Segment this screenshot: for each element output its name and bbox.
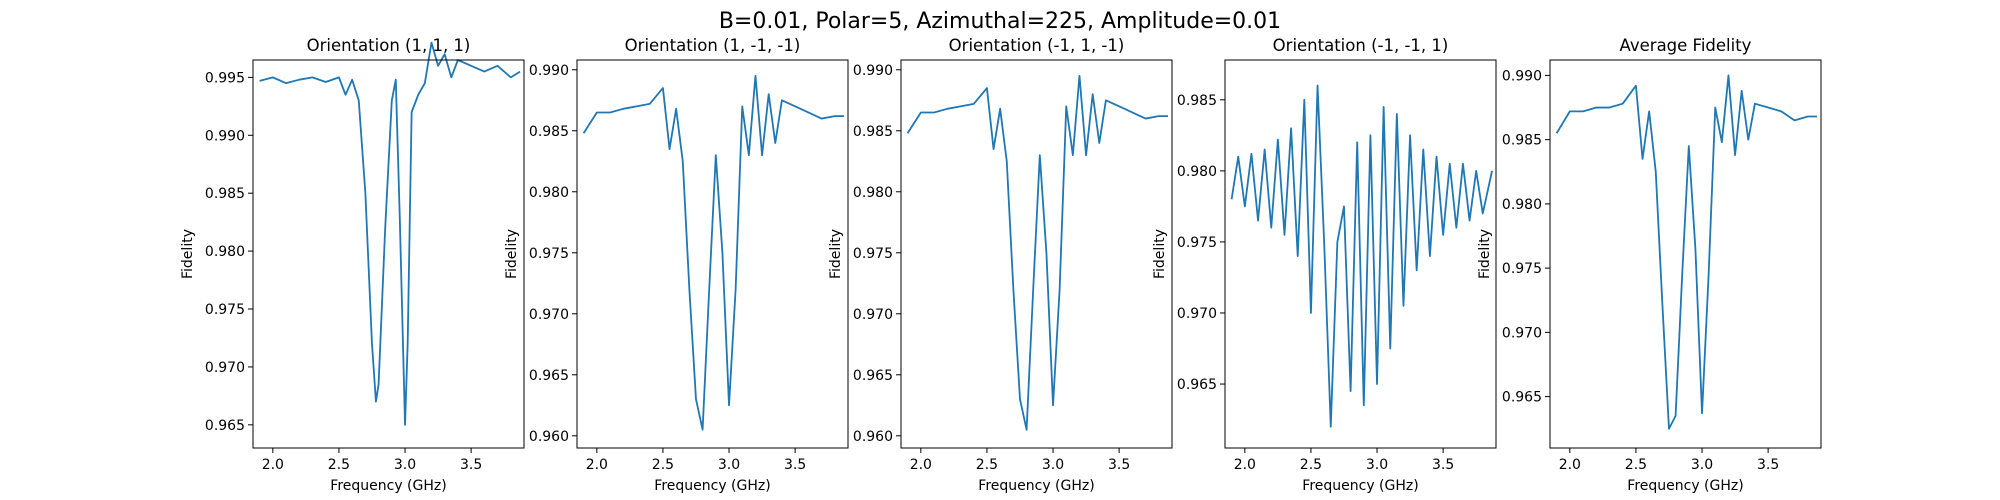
panels: Orientation (1, 1, 1) 2.0 2.5 3.0 3.5 0.965 0.…: [180, 36, 1822, 494]
y-tick-label: 0.970: [1177, 306, 1217, 322]
x-tick-label: 3.0: [394, 457, 416, 473]
y-tick-label: 0.980: [1502, 197, 1542, 213]
x-tick-label: 3.0: [1042, 457, 1064, 473]
x-tick-label: 3.5: [1432, 457, 1454, 473]
subplot-1: Orientation (1, 1, 1) 2.0 2.5 3.0 3.5 0.965 0.…: [180, 36, 525, 494]
subplot-title: Orientation (-1, 1, -1): [949, 36, 1125, 55]
y-tick-label: 0.985: [205, 186, 245, 202]
y-tick-label: 0.960: [529, 429, 569, 445]
y-axis-label: Fidelity: [504, 229, 520, 279]
y-tick-label: 0.980: [853, 185, 893, 201]
x-axis-label: Frequency (GHz): [654, 478, 770, 494]
x-tick-label: 3.5: [784, 457, 806, 473]
x-tick-label: 3.0: [1366, 457, 1388, 473]
series-line: [582, 74, 845, 431]
x-axis-label: Frequency (GHz): [978, 478, 1094, 494]
subplot-title: Average Fidelity: [1620, 36, 1752, 55]
series-line: [906, 74, 1169, 431]
x-tick-label: 3.5: [1757, 457, 1779, 473]
plot-frame: [1224, 59, 1497, 449]
y-tick-label: 0.980: [205, 244, 245, 260]
subplot-4: Orientation (-1, -1, 1) 2.0 2.5 3.0 3.5 0.965…: [1152, 36, 1497, 494]
y-tick-label: 0.965: [853, 368, 893, 384]
x-tick-label: 2.5: [1300, 457, 1322, 473]
y-tick-label: 0.990: [205, 128, 245, 144]
y-tick-label: 0.975: [1177, 235, 1217, 251]
y-axis-label: Fidelity: [1477, 229, 1493, 279]
y-tick-label: 0.965: [529, 368, 569, 384]
y-tick-label: 0.980: [1177, 164, 1217, 180]
y-tick-label: 0.965: [205, 418, 245, 434]
y-tick-label: 0.970: [529, 307, 569, 323]
y-tick-label: 0.965: [1177, 377, 1217, 393]
series-line: [259, 41, 521, 426]
subplot-2: Orientation (1, -1, -1) 2.0 2.5 3.0 3.5 0.960…: [504, 36, 849, 494]
y-tick-label: 0.995: [205, 70, 245, 86]
figure-title: B=0.01, Polar=5, Azimuthal=225, Amplitud…: [719, 9, 1281, 34]
y-tick-label: 0.980: [529, 185, 569, 201]
x-tick-label: 2.0: [1559, 457, 1581, 473]
x-axis-label: Frequency (GHz): [1302, 478, 1418, 494]
subplot-title: Orientation (1, -1, -1): [625, 36, 801, 55]
x-tick-label: 3.0: [1691, 457, 1713, 473]
y-tick-label: 0.975: [853, 246, 893, 262]
y-tick-label: 0.970: [1502, 325, 1542, 341]
y-tick-label: 0.985: [1177, 93, 1217, 109]
x-axis-label: Frequency (GHz): [330, 478, 446, 494]
x-tick-label: 2.5: [976, 457, 998, 473]
plot-frame: [900, 59, 1173, 449]
x-tick-label: 2.0: [586, 457, 608, 473]
y-tick-label: 0.970: [205, 360, 245, 376]
x-tick-label: 2.0: [262, 457, 284, 473]
y-tick-label: 0.990: [1502, 68, 1542, 84]
y-tick-label: 0.990: [853, 63, 893, 79]
y-axis-label: Fidelity: [1152, 229, 1168, 279]
y-tick-label: 0.960: [853, 429, 893, 445]
subplot-3: Orientation (-1, 1, -1) 2.0 2.5 3.0 3.5 0.960…: [828, 36, 1173, 494]
y-tick-label: 0.985: [529, 124, 569, 140]
subplot-title: Orientation (-1, -1, 1): [1273, 36, 1449, 55]
x-tick-label: 2.5: [1625, 457, 1647, 473]
plot-frame: [1549, 59, 1822, 449]
x-tick-label: 3.5: [460, 457, 482, 473]
y-tick-label: 0.970: [853, 307, 893, 323]
x-tick-label: 3.5: [1108, 457, 1130, 473]
subplot-title: Orientation (1, 1, 1): [307, 36, 471, 55]
x-tick-label: 2.0: [910, 457, 932, 473]
y-tick-label: 0.975: [529, 246, 569, 262]
x-tick-label: 3.0: [718, 457, 740, 473]
y-tick-label: 0.990: [529, 63, 569, 79]
y-tick-label: 0.985: [853, 124, 893, 140]
x-axis-label: Frequency (GHz): [1627, 478, 1743, 494]
y-axis-label: Fidelity: [180, 229, 196, 279]
y-tick-label: 0.975: [1502, 261, 1542, 277]
y-axis-label: Fidelity: [828, 229, 844, 279]
plot-frame: [252, 59, 525, 449]
y-tick-label: 0.985: [1502, 133, 1542, 149]
series-line: [1555, 74, 1818, 430]
series-line: [1230, 84, 1493, 428]
x-tick-label: 2.5: [652, 457, 674, 473]
subplot-5: Average Fidelity 2.0 2.5 3.0 3.5 0.965 0.970 0.…: [1477, 36, 1822, 494]
x-tick-label: 2.5: [328, 457, 350, 473]
plot-frame: [576, 59, 849, 449]
y-tick-label: 0.975: [205, 302, 245, 318]
y-tick-label: 0.965: [1502, 390, 1542, 406]
x-tick-label: 2.0: [1234, 457, 1256, 473]
